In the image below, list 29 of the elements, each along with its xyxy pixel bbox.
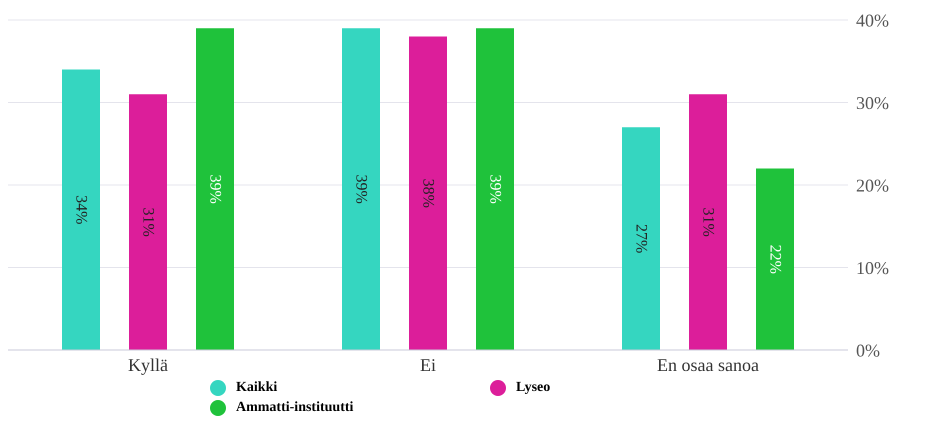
legend-label: Ammatti-instituutti (236, 400, 354, 416)
legend-label: Lyseo (516, 380, 550, 396)
bar (476, 28, 514, 350)
data-label: 27% (632, 224, 650, 254)
y-tick-label: 20% (856, 175, 889, 196)
data-label: 31% (700, 207, 716, 237)
y-tick-label: 10% (856, 258, 889, 278)
data-label: 34% (72, 195, 90, 224)
y-tick-label: 40% (856, 10, 889, 30)
bar (409, 36, 447, 350)
y-tick-label: 0% (856, 340, 880, 360)
bar (129, 94, 167, 350)
data-label: 39% (206, 174, 224, 204)
bar (622, 127, 660, 350)
x-tick-label: Ei (420, 354, 436, 375)
bar (342, 28, 380, 350)
data-label: 22% (766, 244, 784, 274)
bar (196, 28, 234, 350)
bar (756, 168, 794, 350)
legend-label: Kaikki (236, 380, 278, 396)
bar (62, 70, 100, 350)
y-tick-label: 30% (856, 92, 889, 113)
x-tick-label: En osaa sanoa (657, 354, 759, 375)
data-label: 39% (486, 174, 504, 204)
bar (689, 94, 727, 350)
x-tick-label: Kyllä (128, 354, 168, 375)
data-label: 39% (352, 174, 370, 204)
data-label: 38% (420, 178, 436, 208)
data-label: 31% (140, 207, 156, 237)
